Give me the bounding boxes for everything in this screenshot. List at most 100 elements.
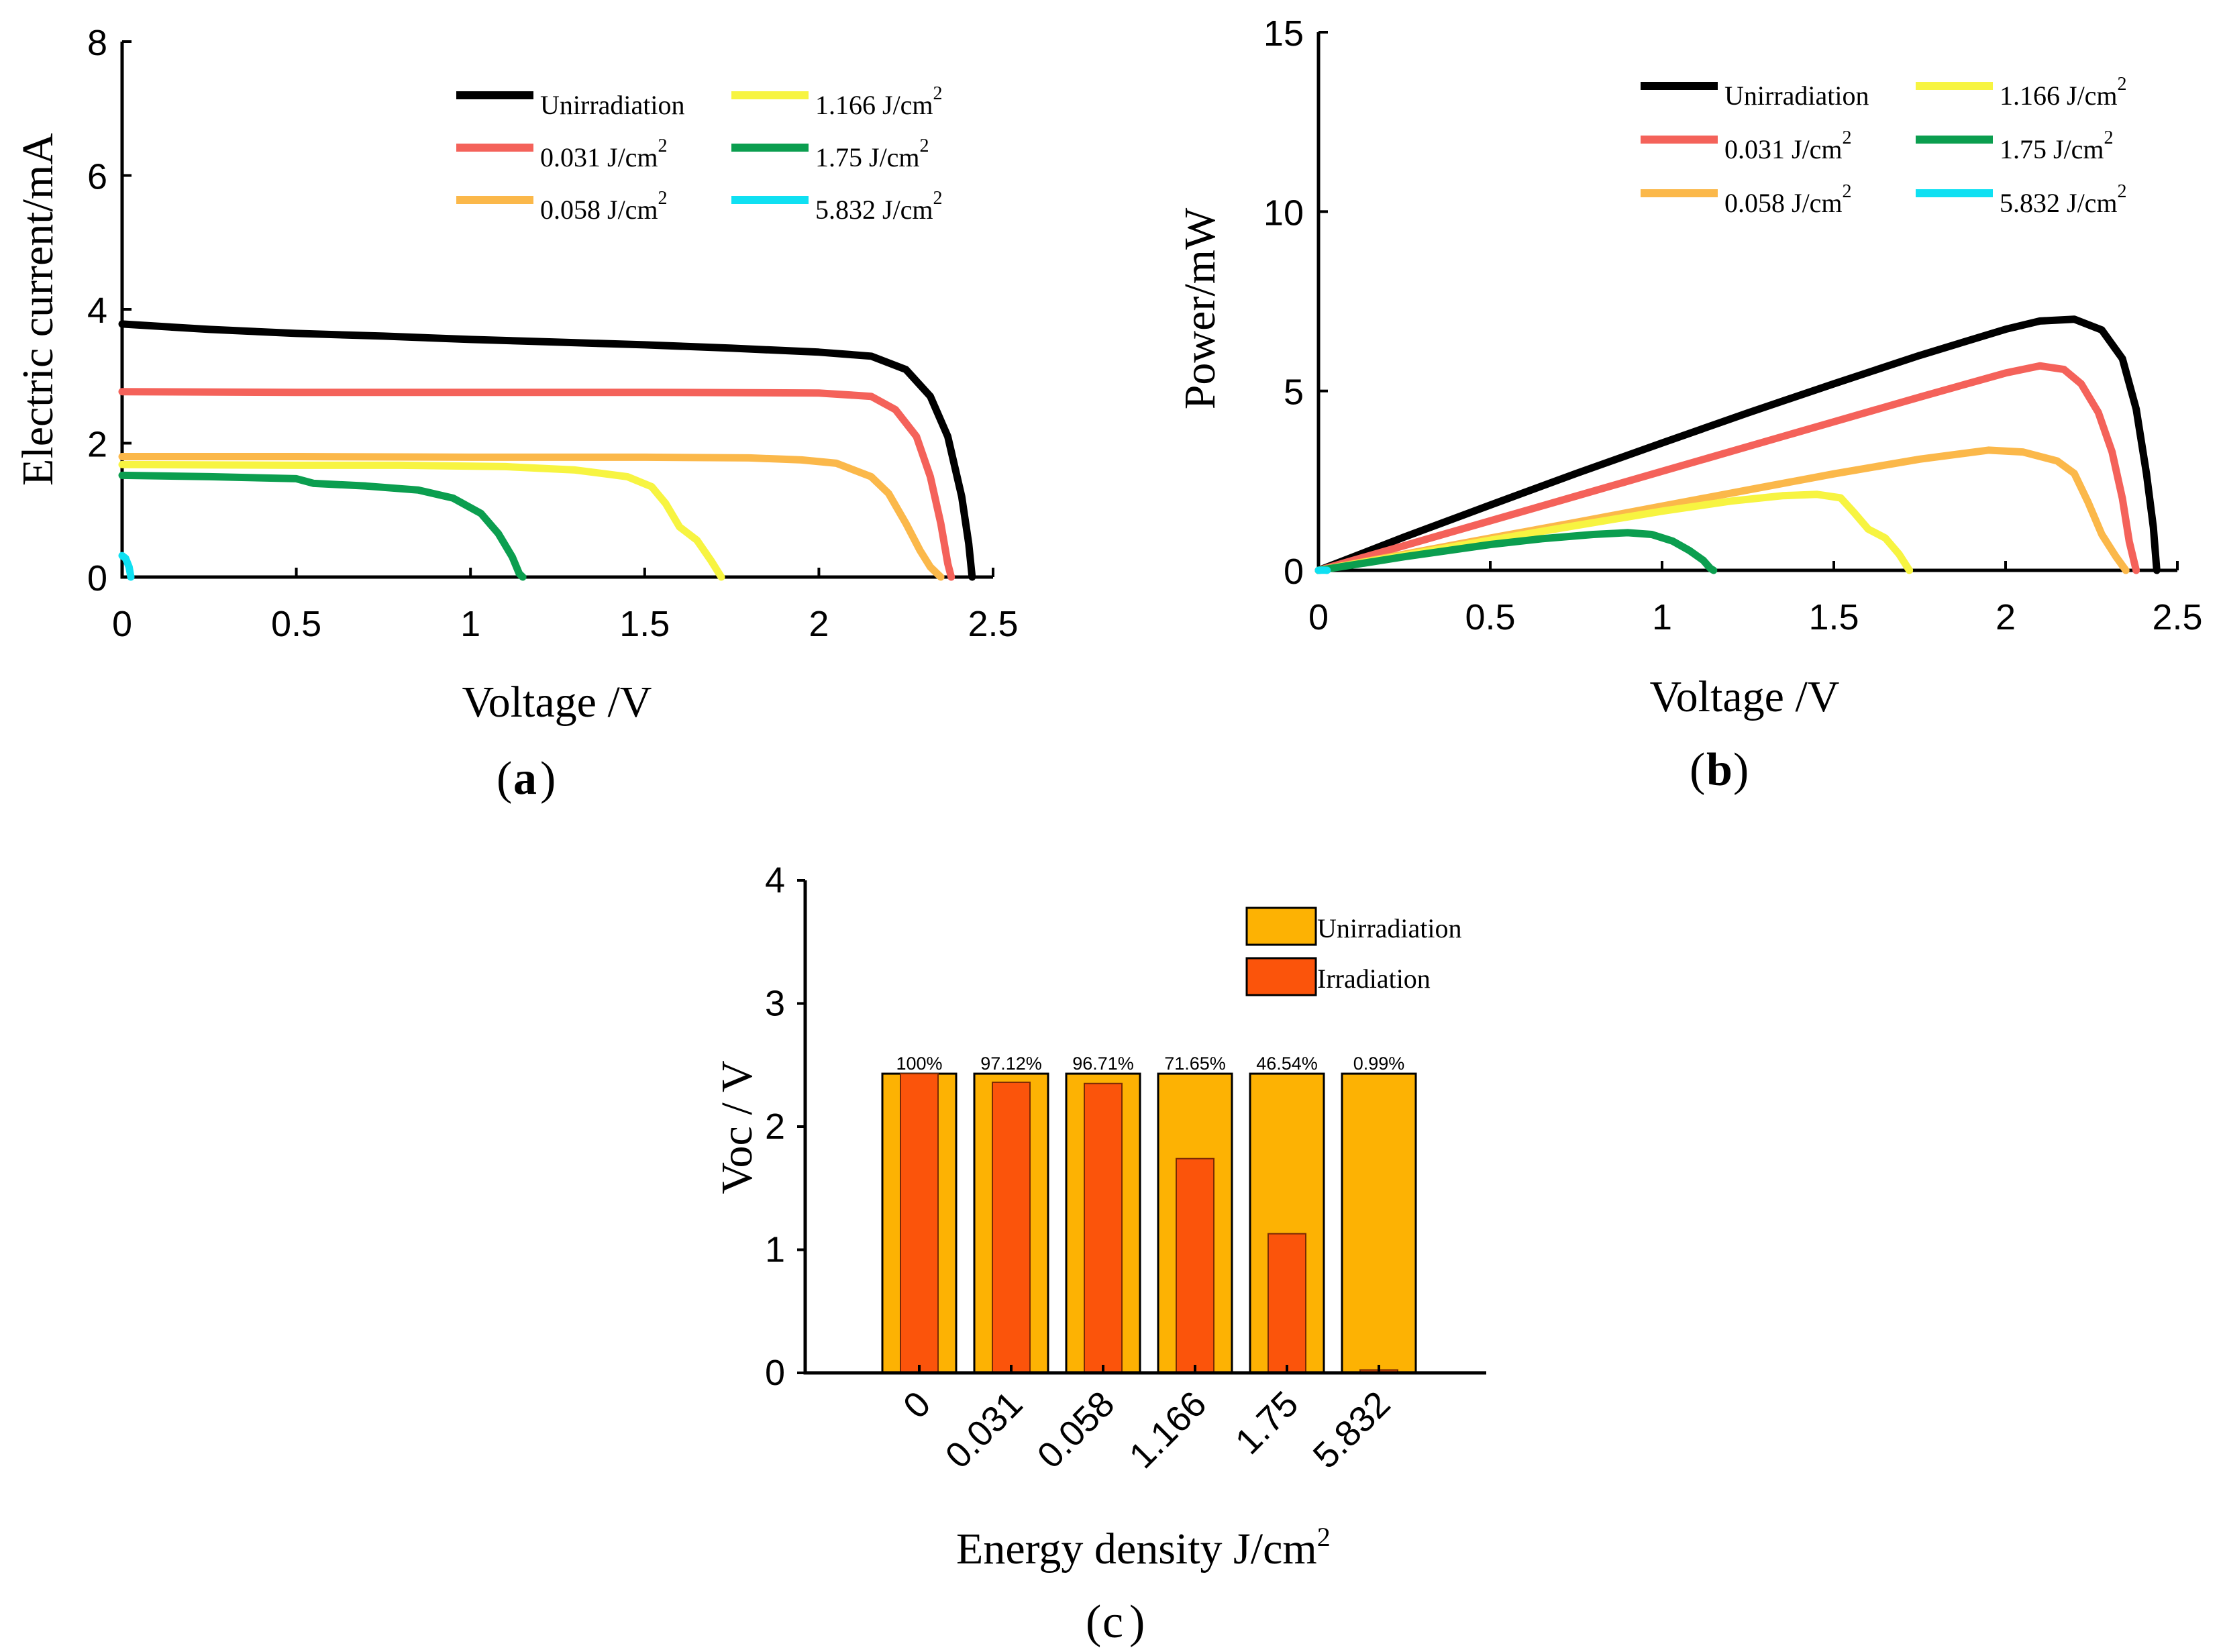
panel-c-x-label-sup: 2 <box>1317 1522 1331 1552</box>
legend-label: Unirradiation <box>1724 81 1869 111</box>
panel-a-axes <box>120 42 993 579</box>
y-tick-label: 3 <box>765 984 785 1024</box>
x-tick-label: 1 <box>1652 597 1672 637</box>
bar-irradiation <box>992 1081 1031 1374</box>
y-tick-label: 6 <box>87 157 107 197</box>
series-line-1.75-j-cm2 <box>1314 529 1718 574</box>
x-tick-label: 0 <box>896 1384 939 1427</box>
x-tick-label: 2 <box>1996 597 2016 637</box>
panel-a-y-ticks: 0 2 4 6 8 <box>87 23 132 599</box>
x-tick-label: 5.832 <box>1306 1384 1398 1476</box>
data-label: 100% <box>896 1053 942 1074</box>
panel-b-x-ticks: 0 0.5 1 1.5 2 2.5 <box>1308 561 2203 637</box>
svg-text:): ) <box>1733 744 1749 796</box>
series-line-0.058-j-cm2 <box>118 453 945 581</box>
legend-label: 5.832 J/cm2 <box>2000 181 2127 218</box>
legend-label: 5.832 J/cm2 <box>815 188 943 225</box>
x-tick-label: 1.75 <box>1228 1384 1306 1462</box>
panel-a-series-lines <box>118 320 976 581</box>
y-tick-label: 15 <box>1263 13 1304 54</box>
data-label: 46.54% <box>1256 1053 1318 1074</box>
bar-irradiation <box>1176 1157 1214 1374</box>
legend-label: 1.75 J/cm2 <box>815 136 929 172</box>
panel-b-legend: Unirradiation 0.031 J/cm2 0.058 J/cm2 1.166… <box>1641 74 2127 218</box>
x-tick-label: 0.5 <box>271 604 321 644</box>
panel-a-legend: Unirradiation 0.031 J/cm2 0.058 J/cm2 1.166… <box>456 83 943 225</box>
legend-swatch <box>1245 907 1317 946</box>
panel-a-x-ticks: 0 0.5 1 1.5 2 2.5 <box>112 568 1019 644</box>
panel-a-x-label: Voltage /V <box>462 678 652 727</box>
x-tick-label: 2.5 <box>2152 597 2202 637</box>
bar-irradiation <box>900 1073 939 1374</box>
legend-label: 0.058 J/cm2 <box>540 188 668 225</box>
y-tick-label: 2 <box>87 425 107 465</box>
panel-c-caption-letter: c <box>1102 1596 1123 1648</box>
y-tick-label: 0 <box>765 1353 785 1393</box>
x-tick-label: 2 <box>809 604 829 644</box>
data-label: 96.71% <box>1072 1053 1134 1074</box>
legend-label: 1.75 J/cm2 <box>2000 127 2114 164</box>
panel-c-x-ticks: 0 0.031 0.058 1.166 1.75 5.832 <box>896 1365 1398 1476</box>
panel-c-bars <box>881 1072 1417 1374</box>
series-line-unirradiation <box>1314 315 2161 574</box>
x-tick-label: 0 <box>112 604 132 644</box>
panel-a-current-voltage: 0 0.5 1 1.5 2 2.5 0 2 4 6 8 Voltage /V Electric c… <box>13 23 1019 805</box>
y-tick-label: 0 <box>87 558 107 599</box>
x-tick-label: 1.166 <box>1122 1384 1214 1476</box>
svg-text:(: ( <box>497 753 512 805</box>
svg-text:(: ( <box>1086 1596 1101 1648</box>
panel-a-caption-letter: a <box>513 753 537 805</box>
x-tick-label: 1 <box>460 604 480 644</box>
y-tick-label: 4 <box>765 860 785 900</box>
series-line-5.832-j-cm2 <box>118 552 135 581</box>
legend-label: Unirradiation <box>540 90 685 120</box>
y-tick-label: 5 <box>1284 372 1304 413</box>
legend-swatch <box>1245 957 1317 996</box>
panel-b-series-lines <box>1314 315 2161 574</box>
bar-irradiation <box>1084 1082 1123 1374</box>
series-line-0.031-j-cm2 <box>1314 362 2140 574</box>
series-line-1.75-j-cm2 <box>118 471 527 581</box>
y-tick-label: 8 <box>87 23 107 63</box>
y-tick-label: 4 <box>87 291 107 331</box>
panel-b-caption-letter: b <box>1706 744 1733 796</box>
svg-text:(: ( <box>1690 744 1705 796</box>
legend-label: 0.031 J/cm2 <box>540 136 668 172</box>
bar-unirradiation <box>1341 1072 1417 1374</box>
series-line-unirradiation <box>118 320 976 581</box>
panel-c-y-label: Voc / V <box>713 1060 762 1194</box>
panel-b-x-label: Voltage /V <box>1650 672 1840 721</box>
bar-irradiation <box>1268 1233 1306 1374</box>
panel-c-x-label-text: Energy density J/cm <box>956 1525 1317 1573</box>
legend-label: 1.166 J/cm2 <box>815 83 943 120</box>
x-tick-label: 1.5 <box>1808 597 1859 637</box>
series-line-1.166-j-cm2 <box>1314 491 1914 574</box>
panel-c-x-label: Energy density J/cm2 <box>956 1522 1331 1573</box>
x-tick-label: 0.5 <box>1465 597 1515 637</box>
series-line-0.031-j-cm2 <box>118 388 955 581</box>
svg-text:): ) <box>1129 1596 1145 1648</box>
y-tick-label: 2 <box>765 1106 785 1147</box>
x-tick-label: 0.058 <box>1030 1384 1123 1476</box>
panel-a-y-label: Electric current/mA <box>13 133 62 486</box>
y-tick-label: 10 <box>1263 193 1304 233</box>
y-tick-label: 1 <box>765 1230 785 1270</box>
svg-text:): ) <box>540 753 556 805</box>
data-label: 97.12% <box>980 1053 1042 1074</box>
series-line-1.166-j-cm2 <box>118 460 725 581</box>
panel-c-legend: Unirradiation Irradiation <box>1245 907 1462 996</box>
legend-label: Irradiation <box>1317 964 1431 994</box>
x-tick-label: 0.031 <box>938 1384 1031 1476</box>
legend-label: Unirradiation <box>1317 913 1462 943</box>
data-label: 0.99% <box>1353 1053 1405 1074</box>
legend-label: 0.031 J/cm2 <box>1724 127 1852 164</box>
data-label: 71.65% <box>1164 1053 1226 1074</box>
panel-a-caption: ( a ) <box>497 753 556 805</box>
panel-b-y-ticks: 0 5 10 15 <box>1263 13 1328 592</box>
panel-c-y-ticks: 0 1 2 3 4 <box>765 860 805 1393</box>
legend-label: 0.058 J/cm2 <box>1724 181 1852 218</box>
x-tick-label: 1.5 <box>619 604 670 644</box>
